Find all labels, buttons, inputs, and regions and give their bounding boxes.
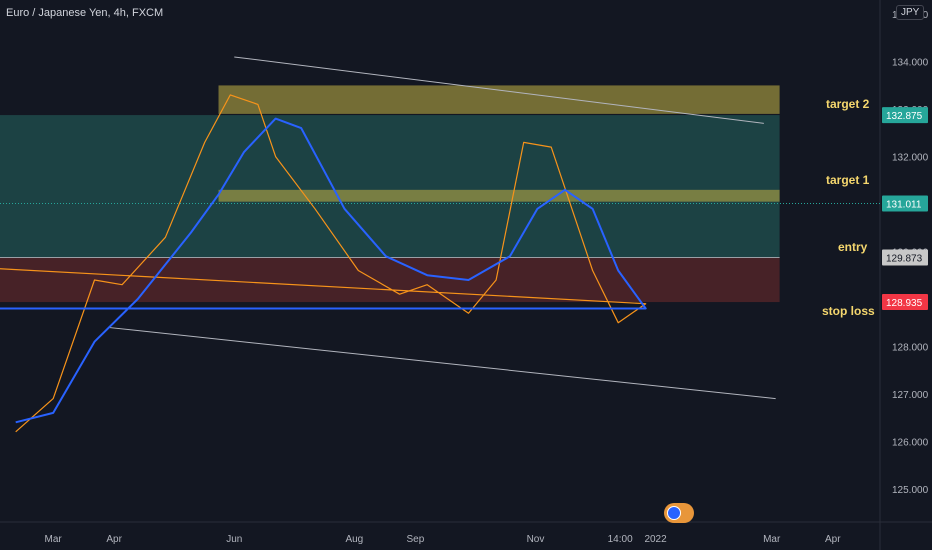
y-tick-label: 134.000 xyxy=(892,58,929,69)
x-tick-label: 14:00 xyxy=(608,534,633,545)
y-tick-label: 125.000 xyxy=(892,485,929,496)
y-tick-label: 128.000 xyxy=(892,342,929,353)
x-tick-label: Apr xyxy=(825,534,841,545)
slow-moving-average-line xyxy=(0,117,647,424)
trend-line-1 xyxy=(234,56,764,124)
price-label: 128.935 xyxy=(886,298,923,309)
price-label: 129.873 xyxy=(886,254,923,265)
x-tick-label: Aug xyxy=(345,534,363,545)
stop-box xyxy=(0,257,780,303)
x-tick-label: Mar xyxy=(45,534,63,545)
stop-loss-label: stop loss xyxy=(822,304,875,318)
price-label-box xyxy=(882,195,928,212)
x-tick-label: 2022 xyxy=(644,534,667,545)
x-tick-label: Sep xyxy=(406,534,424,545)
price-label-box xyxy=(882,249,928,266)
price-label-box xyxy=(882,107,928,124)
currency-selector[interactable]: JPY xyxy=(896,5,925,20)
target-1-label: target 1 xyxy=(826,173,870,187)
target-2-label: target 2 xyxy=(826,97,870,111)
price-label: 132.875 xyxy=(886,111,923,122)
price-label: 131.011 xyxy=(886,200,922,211)
x-tick-label: Mar xyxy=(763,534,781,545)
resistance-zone-2 xyxy=(218,189,780,202)
price-label-box xyxy=(882,294,928,311)
x-tick-label: Nov xyxy=(527,534,545,545)
y-tick-label: 126.000 xyxy=(892,437,929,448)
y-tick-label: 127.000 xyxy=(892,390,929,401)
events-icon[interactable] xyxy=(664,503,694,523)
chart-title: Euro / Japanese Yen, 4h, FXCM xyxy=(6,7,164,19)
fast-moving-average-line xyxy=(0,94,647,433)
x-tick-label: Jun xyxy=(226,534,242,545)
trend-line-2 xyxy=(108,326,776,400)
x-tick-label: Apr xyxy=(106,534,122,545)
y-tick-label: 132.000 xyxy=(892,153,929,164)
target-box xyxy=(0,115,780,258)
entry-label: entry xyxy=(838,240,868,254)
price-axis xyxy=(880,0,932,550)
